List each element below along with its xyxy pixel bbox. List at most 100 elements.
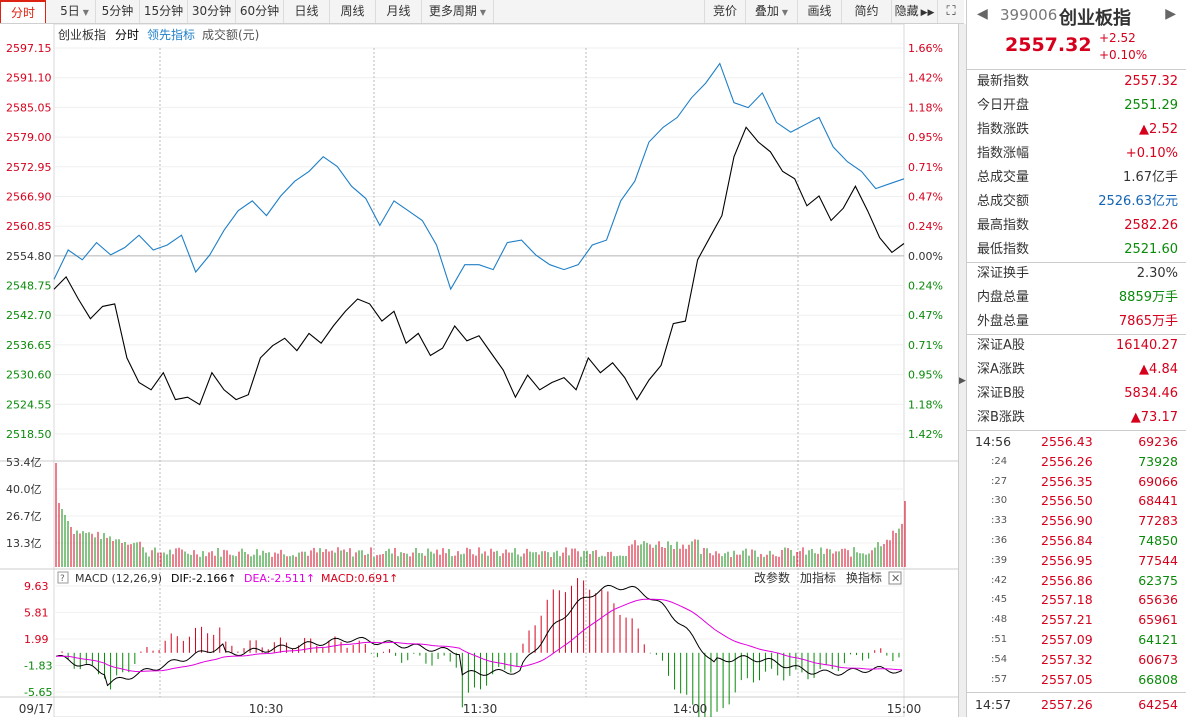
tick-volume: 73928 [1138, 453, 1178, 469]
quote-row-label: 今日开盘 [977, 98, 1030, 113]
tick-price: 2557.05 [1041, 671, 1093, 687]
next-stock-icon[interactable]: ▶ [1165, 6, 1176, 22]
price-axis-label: 2542.70 [6, 309, 52, 322]
tick-price: 2556.35 [1041, 473, 1093, 489]
sidebar-toggle[interactable]: ▶ [958, 24, 966, 717]
quote-row-label: 最低指数 [977, 242, 1030, 257]
tick-volume: 74850 [1138, 533, 1178, 548]
simple-button[interactable]: 简约 [842, 0, 892, 23]
draw-line-button[interactable]: 画线 [798, 0, 842, 23]
tick-time: 14:56 [975, 434, 1012, 449]
quote-row-value: ▲2.52 [1139, 122, 1178, 137]
tick-volume: 69236 [1138, 434, 1178, 449]
tick-volume: 66808 [1138, 671, 1178, 687]
tab-monthly[interactable]: 月线 [376, 0, 422, 23]
macd-axis-label: 1.99 [24, 633, 49, 646]
volume-axis-label: 53.4亿 [6, 456, 42, 469]
tick-time: :42 [991, 574, 1008, 586]
switch-indicator-button[interactable]: 换指标 [846, 570, 882, 585]
close-icon[interactable] [888, 571, 902, 585]
fullscreen-icon[interactable]: ⛶ [946, 4, 956, 19]
overlay-button[interactable]: 叠加 ▼ [746, 0, 798, 23]
tick-time: :39 [991, 554, 1008, 566]
time-axis-label: 11:30 [463, 702, 498, 716]
price-axis-label: 2536.65 [6, 339, 52, 352]
tab-daily[interactable]: 日线 [284, 0, 330, 23]
quote-row-label: 深证换手 [977, 266, 1030, 281]
macd-dif-line [55, 584, 903, 687]
tick-row: :48 2557.21 65961 [967, 610, 1186, 630]
pct-axis-label: 1.42% [908, 72, 943, 85]
quote-panel: ◀ 399006 创业板指 ▶ 2557.32 +2.52 +0.10% 最新指… [966, 0, 1186, 717]
tick-row: :39 2556.95 77544 [967, 551, 1186, 571]
quote-row-label: 深证A股 [977, 338, 1025, 353]
quote-row: 总成交额 2526.63亿元 [967, 190, 1186, 214]
tick-volume: 65636 [1138, 592, 1178, 608]
tick-time: :48 [991, 614, 1008, 626]
pct-axis-label: 1.18% [908, 398, 943, 411]
tick-volume: 60673 [1138, 651, 1178, 667]
edit-params-button[interactable]: 改参数 [754, 570, 790, 585]
tab-30min[interactable]: 30分钟 [188, 0, 236, 23]
quote-row: 今日开盘 2551.29 [967, 94, 1186, 118]
macd-axis-label: 9.63 [24, 580, 49, 593]
pct-axis-label: 1.66% [908, 42, 943, 55]
price-axis-label: 2560.85 [6, 220, 52, 233]
svg-text:?: ? [60, 574, 65, 584]
tab-15min[interactable]: 15分钟 [140, 0, 188, 23]
tick-price: 2556.86 [1041, 572, 1093, 588]
stock-name: 创业板指 [1059, 8, 1131, 29]
quote-row-label: 外盘总量 [977, 314, 1030, 329]
prev-stock-icon[interactable]: ◀ [977, 6, 988, 22]
price-change: +2.52 [1099, 31, 1136, 45]
quote-row-value: ▲73.17 [1130, 410, 1178, 425]
price-axis-label: 2524.55 [6, 398, 52, 411]
pct-axis-label: 1.42% [908, 428, 943, 441]
price-change-pct: +0.10% [1099, 48, 1148, 62]
macd-dea-line [55, 598, 902, 673]
divider [967, 691, 1186, 693]
tick-time: :54 [991, 653, 1008, 665]
macd-dif-value: DIF:-2.166↑ [171, 572, 237, 585]
hide-label: 隐藏 [894, 4, 919, 18]
time-axis-label: 10:30 [249, 702, 284, 716]
macd-axis-label: -1.83 [24, 660, 52, 673]
tick-time: :27 [991, 475, 1008, 487]
svg-text:✕: ✕ [891, 572, 900, 585]
lead-indicator-label[interactable]: 领先指标 [147, 27, 195, 42]
tab-intraday[interactable]: 分时 [0, 0, 46, 23]
tick-volume: 65961 [1138, 612, 1178, 628]
tick-volume: 68441 [1138, 493, 1178, 509]
quote-row: 最新指数 2557.32 [967, 70, 1186, 94]
tick-price: 2556.90 [1041, 513, 1093, 529]
add-indicator-button[interactable]: 加指标 [800, 570, 836, 585]
quote-row: 最高指数 2582.26 [967, 214, 1186, 238]
quote-row: 外盘总量 7865万手 [967, 310, 1186, 334]
price-axis-label: 2518.50 [6, 428, 52, 441]
tab-5day[interactable]: 5日 ▼ [54, 0, 96, 23]
quote-row: 深证A股 16140.27 [967, 334, 1186, 358]
tab-more-periods[interactable]: 更多周期 ▼ [422, 0, 494, 23]
macd-title: MACD (12,26,9) [75, 572, 162, 585]
chart-panel: 创业板指 分时 领先指标 成交额(元) 2597.15 2591.10 2585.0… [0, 23, 958, 720]
quote-row-value: 2551.29 [1124, 98, 1178, 113]
quote-row: 内盘总量 8859万手 [967, 286, 1186, 310]
chevron-down-icon: ▼ [781, 8, 789, 17]
tick-price: 2556.84 [1041, 533, 1093, 548]
tab-60min[interactable]: 60分钟 [236, 0, 284, 23]
help-icon[interactable] [57, 571, 69, 584]
auction-button[interactable]: 竞价 [704, 0, 746, 23]
tab-5min[interactable]: 5分钟 [96, 0, 140, 23]
hide-button[interactable]: 隐藏 ▶▶ [892, 0, 938, 23]
tick-time: :33 [991, 515, 1008, 527]
quote-row-value: 5834.46 [1124, 386, 1178, 401]
pct-axis-label: 0.95% [908, 369, 943, 382]
pct-axis-label: 1.18% [908, 101, 943, 114]
intraday-chart[interactable]: 创业板指 分时 领先指标 成交额(元) 2597.15 2591.10 2585.0… [0, 23, 958, 720]
tick-price: 2557.26 [1041, 697, 1093, 713]
tab-weekly[interactable]: 周线 [330, 0, 376, 23]
quote-row: 指数涨跌 ▲2.52 [967, 118, 1186, 142]
quote-row-label: 深A涨跌 [977, 362, 1025, 377]
tick-time: :57 [991, 673, 1008, 685]
tick-row: :27 2556.35 69066 [967, 472, 1186, 492]
